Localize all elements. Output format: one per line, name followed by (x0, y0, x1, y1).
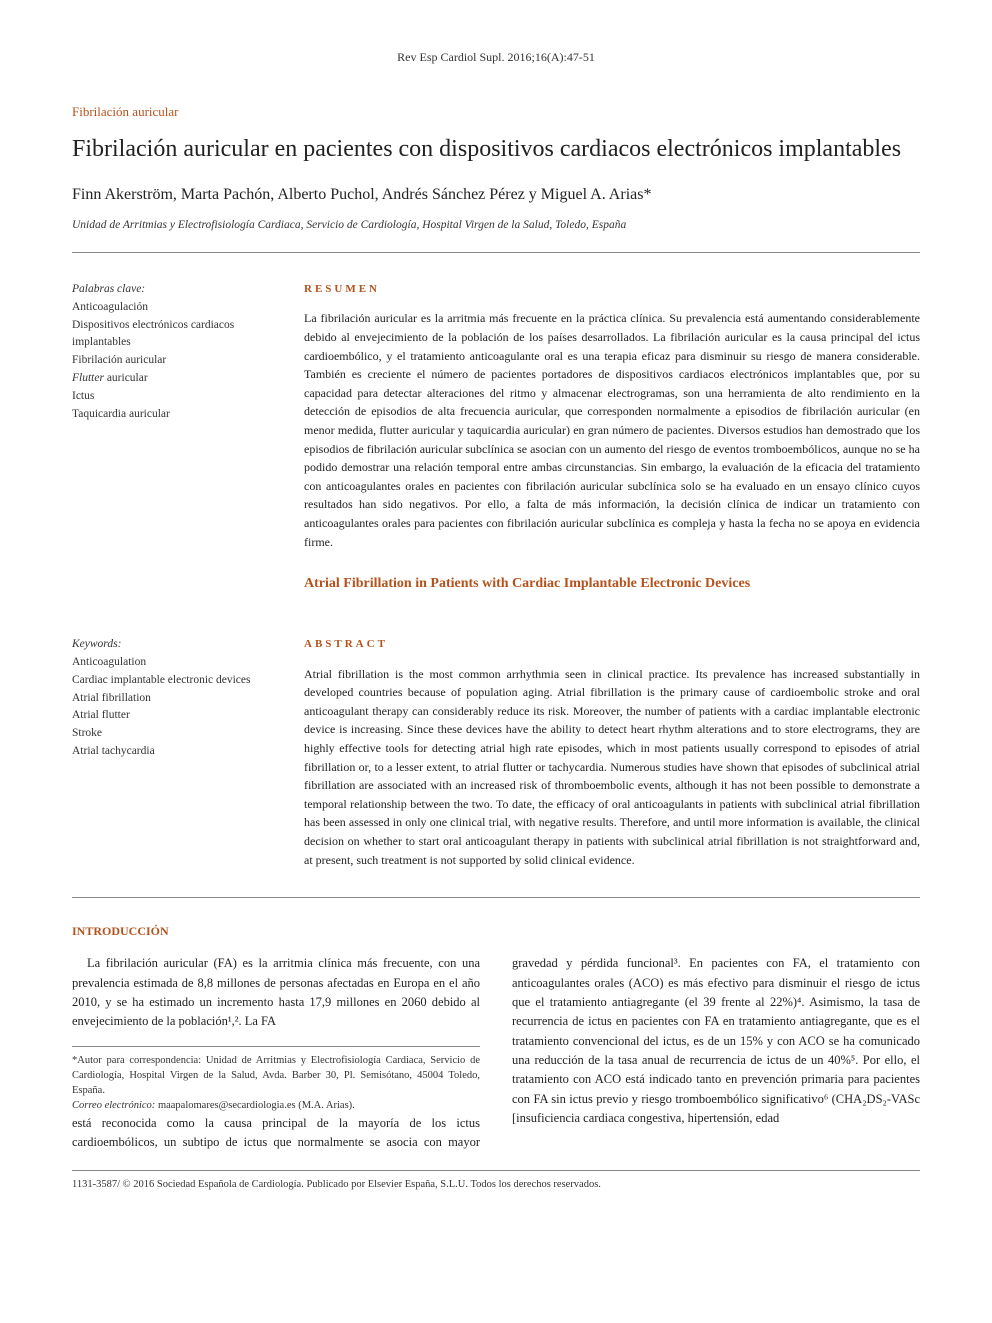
palabras-clave-heading: Palabras clave: (72, 283, 145, 295)
keyword-item: Atrial flutter (72, 707, 272, 725)
resumen-block: Palabras clave: AnticoagulaciónDispositi… (72, 281, 920, 608)
correspondence-email: Correo electrónico: maapalomares@secardi… (72, 1098, 480, 1113)
article-title: Fibrilación auricular en pacientes con d… (72, 134, 920, 165)
copyright-line: 1131-3587/ © 2016 Sociedad Española de C… (72, 1170, 920, 1193)
correspondence-text: *Autor para correspondencia: Unidad de A… (72, 1053, 480, 1099)
correspondence-footnote: *Autor para correspondencia: Unidad de A… (72, 1046, 480, 1114)
introduction-heading: INTRODUCCIÓN (72, 922, 920, 940)
email-label: Correo electrónico: (72, 1100, 155, 1111)
journal-reference: Rev Esp Cardiol Supl. 2016;16(A):47-51 (72, 48, 920, 66)
keywords-heading: Keywords: (72, 638, 121, 650)
email-value: maapalomares@secardiologia.es (M.A. Aria… (158, 1100, 355, 1111)
intro-paragraph-1: La fibrilación auricular (FA) es la arri… (72, 954, 480, 1032)
keyword-item: Atrial tachycardia (72, 743, 272, 761)
abstract-column: ABSTRACT Atrial fibrillation is the most… (304, 636, 920, 869)
body-two-columns: La fibrilación auricular (FA) es la arri… (72, 954, 920, 1152)
keyword-item: Stroke (72, 725, 272, 743)
affiliation: Unidad de Arritmias y Electrofisiología … (72, 217, 920, 253)
keyword-item: Atrial fibrillation (72, 690, 272, 708)
author-list: Finn Akerström, Marta Pachón, Alberto Pu… (72, 183, 920, 207)
resumen-text: La fibrilación auricular es la arritmia … (304, 309, 920, 551)
section-tag: Fibrilación auricular (72, 102, 920, 122)
keywords-column: Keywords: AnticoagulationCardiac implant… (72, 636, 272, 869)
keyword-item: Fibrilación auricular (72, 352, 272, 370)
resumen-column: RESUMEN La fibrilación auricular es la a… (304, 281, 920, 608)
keyword-item: Flutter auricular (72, 370, 272, 388)
keyword-item: Dispositivos electrónicos cardiacos impl… (72, 317, 272, 353)
abstract-heading: ABSTRACT (304, 636, 920, 653)
abstract-text: Atrial fibrillation is the most common a… (304, 665, 920, 870)
keyword-item: Anticoagulación (72, 299, 272, 317)
keyword-item: Anticoagulation (72, 654, 272, 672)
resumen-heading: RESUMEN (304, 281, 920, 298)
abstract-block: Keywords: AnticoagulationCardiac implant… (72, 636, 920, 869)
divider (72, 897, 920, 898)
palabras-clave-list: AnticoagulaciónDispositivos electrónicos… (72, 299, 272, 424)
keyword-item: Cardiac implantable electronic devices (72, 672, 272, 690)
palabras-clave-column: Palabras clave: AnticoagulaciónDispositi… (72, 281, 272, 608)
english-title: Atrial Fibrillation in Patients with Car… (304, 573, 920, 594)
keyword-item: Taquicardia auricular (72, 406, 272, 424)
keywords-list: AnticoagulationCardiac implantable elect… (72, 654, 272, 761)
keyword-item: Ictus (72, 388, 272, 406)
